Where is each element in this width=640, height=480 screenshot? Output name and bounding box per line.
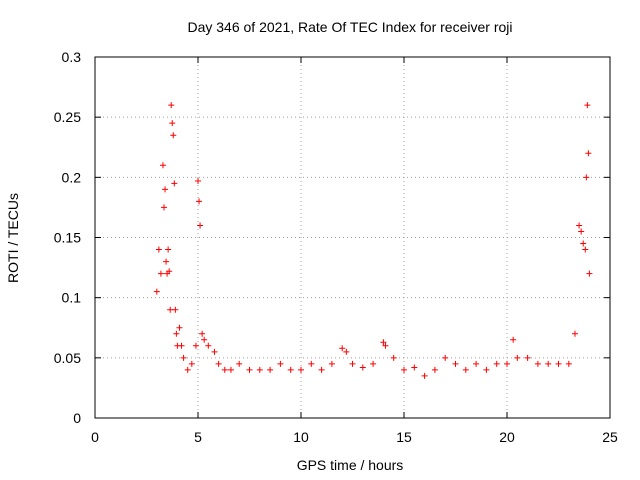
x-tick-label: 20	[499, 429, 515, 445]
data-point	[201, 336, 208, 343]
data-point	[504, 360, 510, 367]
data-point	[163, 258, 170, 265]
x-tick-label: 25	[602, 429, 618, 445]
data-point	[173, 330, 180, 337]
data-point	[452, 360, 459, 367]
data-point	[180, 354, 187, 361]
y-tick-labels: 0 0.05 0.1 0.15 0.2 0.25 0.3	[54, 49, 81, 426]
data-point	[534, 360, 541, 367]
data-point	[169, 120, 176, 127]
data-points	[153, 102, 593, 379]
data-point	[370, 360, 377, 367]
data-point	[256, 366, 263, 373]
data-point	[157, 270, 164, 277]
data-point	[298, 366, 304, 373]
data-point	[585, 150, 592, 157]
data-point	[287, 366, 294, 373]
data-point	[170, 132, 177, 139]
data-point	[195, 177, 201, 184]
data-point	[197, 222, 204, 229]
data-point	[168, 102, 175, 109]
y-tick-label: 0.1	[62, 290, 82, 306]
data-point	[431, 366, 438, 373]
data-point	[153, 288, 160, 295]
axis-ticks	[94, 56, 611, 419]
x-axis-label: GPS time / hours	[297, 457, 404, 473]
data-point	[442, 354, 449, 361]
data-point	[390, 354, 397, 361]
x-tick-label: 15	[396, 429, 412, 445]
data-point	[318, 366, 325, 373]
data-point	[167, 306, 174, 313]
x-tick-labels: 0 5 10 15 20 25	[91, 429, 618, 445]
data-point	[586, 270, 593, 277]
x-tick-label: 5	[194, 429, 202, 445]
data-point	[227, 366, 234, 373]
data-point	[349, 360, 356, 367]
data-point	[380, 339, 387, 346]
data-point	[196, 198, 203, 205]
data-point	[221, 366, 228, 373]
grid-lines	[95, 57, 610, 418]
data-point	[246, 366, 253, 373]
x-tick-label: 10	[293, 429, 309, 445]
data-point	[192, 342, 199, 349]
data-point	[199, 330, 206, 337]
data-point	[211, 348, 218, 355]
data-point	[359, 364, 366, 371]
data-point	[578, 228, 585, 235]
x-tick-label: 0	[91, 429, 99, 445]
data-point	[584, 102, 591, 109]
data-point	[582, 246, 589, 253]
data-point	[462, 366, 469, 373]
data-point	[178, 342, 185, 349]
data-point	[343, 348, 350, 355]
data-point	[583, 174, 590, 181]
data-point	[308, 360, 315, 367]
data-point	[184, 366, 191, 373]
data-point	[421, 372, 428, 379]
data-point	[176, 324, 183, 331]
data-point	[510, 336, 517, 343]
data-point	[555, 360, 562, 367]
y-tick-label: 0.25	[54, 109, 81, 125]
y-axis-label: ROTI / TECUs	[5, 193, 21, 283]
y-tick-label: 0	[73, 410, 81, 426]
data-point	[155, 246, 162, 253]
data-point	[277, 360, 284, 367]
data-point	[161, 204, 168, 211]
data-point	[165, 246, 172, 253]
data-point	[411, 364, 418, 371]
data-point	[493, 360, 500, 367]
data-point	[205, 342, 212, 349]
data-point	[172, 306, 179, 313]
data-point	[580, 240, 587, 247]
data-point	[401, 366, 407, 373]
data-point	[166, 268, 173, 275]
y-tick-label: 0.05	[54, 350, 81, 366]
data-point	[576, 222, 583, 229]
data-point	[483, 366, 490, 373]
data-point	[382, 342, 389, 349]
data-point	[236, 360, 243, 367]
data-point	[171, 180, 178, 187]
data-point	[571, 330, 578, 337]
data-point	[267, 366, 274, 373]
data-point	[215, 360, 222, 367]
y-tick-label: 0.2	[62, 169, 82, 185]
chart-title: Day 346 of 2021, Rate Of TEC Index for r…	[187, 19, 512, 35]
data-point	[514, 354, 521, 361]
data-point	[162, 186, 169, 193]
data-point	[473, 360, 480, 367]
data-point	[339, 345, 346, 352]
data-point	[188, 360, 195, 367]
data-point	[545, 360, 552, 367]
y-tick-label: 0.3	[62, 49, 82, 65]
data-point	[328, 360, 335, 367]
data-point	[565, 360, 572, 367]
y-tick-label: 0.15	[54, 230, 81, 246]
data-point	[524, 354, 531, 361]
data-point	[159, 162, 166, 169]
